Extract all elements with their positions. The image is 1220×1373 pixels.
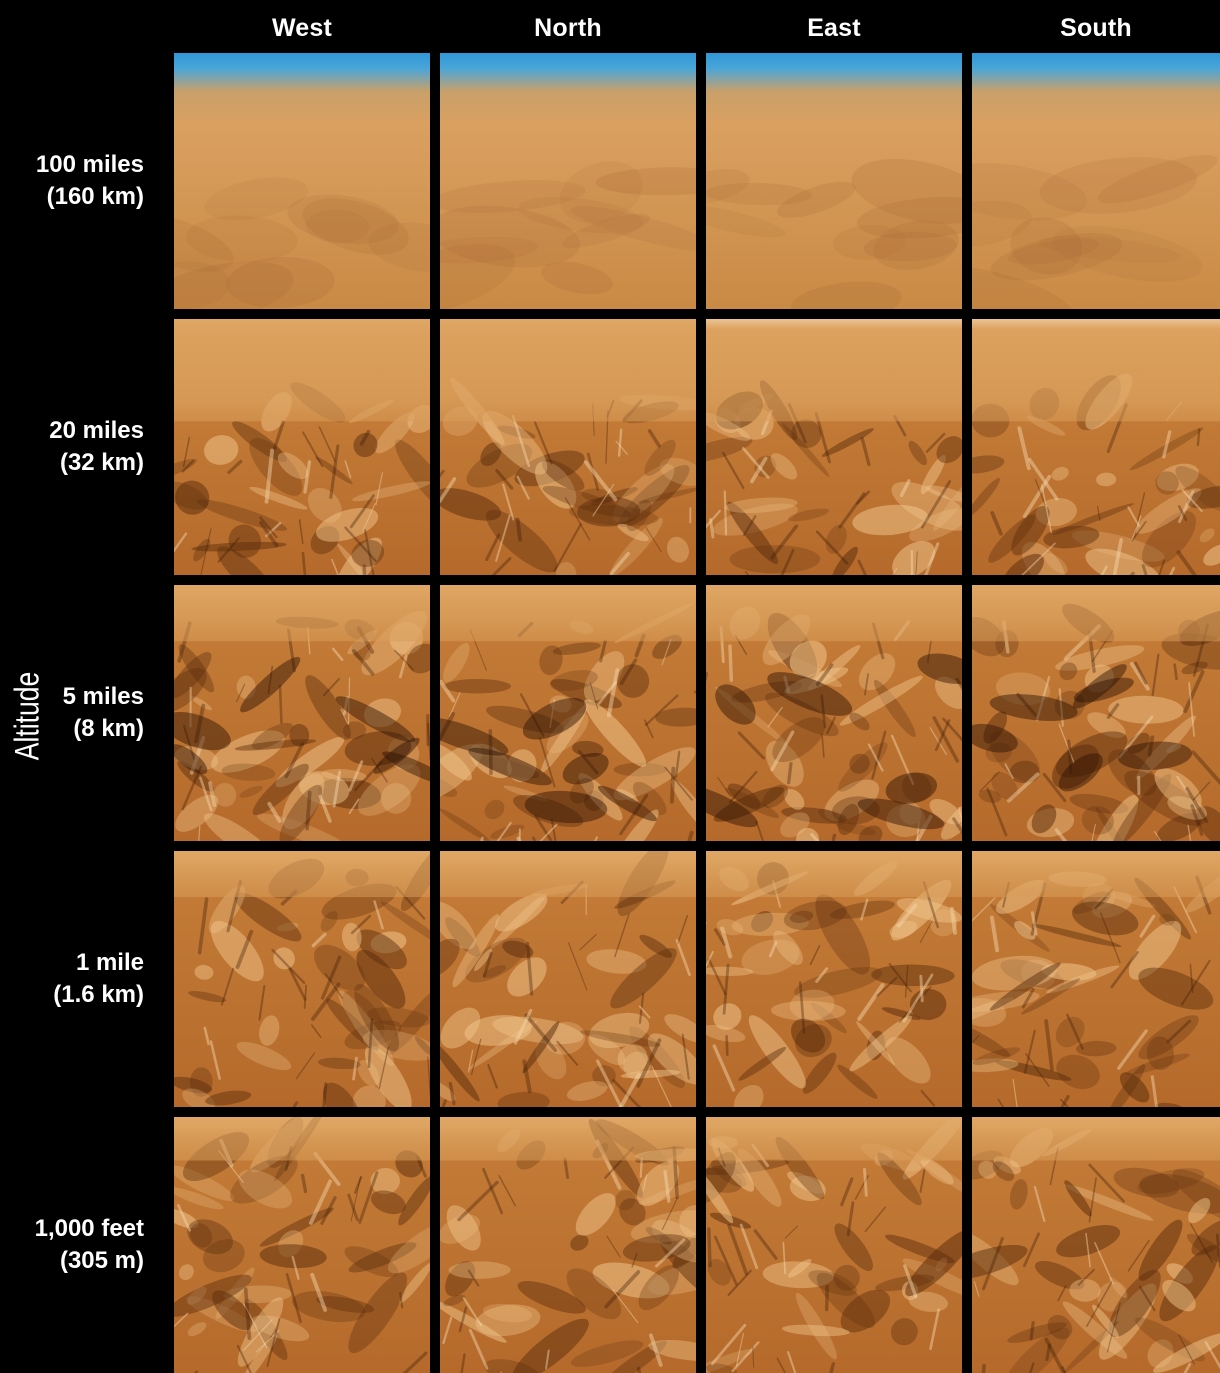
column-header-north: North <box>440 10 696 46</box>
terrain-image <box>440 1117 696 1373</box>
terrain-image <box>706 585 962 841</box>
row-label-line1: 5 miles <box>0 681 144 713</box>
column-header-west: West <box>174 10 430 46</box>
terrain-image <box>440 319 696 575</box>
terrain-image <box>440 585 696 841</box>
descent-image-tile <box>440 53 696 309</box>
row-label-altitude: 20 miles(32 km) <box>0 415 144 479</box>
row-label-line2: (32 km) <box>0 447 144 479</box>
descent-image-tile <box>706 585 962 841</box>
terrain-image <box>174 1117 430 1373</box>
row-label-altitude: 1,000 feet(305 m) <box>0 1213 144 1277</box>
terrain-image <box>440 851 696 1107</box>
terrain-image <box>706 319 962 575</box>
descent-image-tile <box>174 585 430 841</box>
row-label-line2: (160 km) <box>0 181 144 213</box>
descent-image-tile <box>174 1117 430 1373</box>
terrain-image <box>174 319 430 575</box>
descent-image-tile <box>706 851 962 1107</box>
terrain-image <box>972 585 1220 841</box>
terrain-image <box>706 851 962 1107</box>
descent-image-tile <box>440 851 696 1107</box>
descent-image-tile <box>174 53 430 309</box>
row-label-line1: 100 miles <box>0 149 144 181</box>
terrain-image <box>706 53 962 309</box>
row-label-altitude: 100 miles(160 km) <box>0 149 144 213</box>
row-label-line2: (1.6 km) <box>0 979 144 1011</box>
descent-image-tile <box>174 319 430 575</box>
terrain-image <box>972 53 1220 309</box>
terrain-image <box>174 53 430 309</box>
descent-image-tile <box>440 319 696 575</box>
row-label-altitude: 5 miles(8 km) <box>0 681 144 745</box>
column-header-east: East <box>706 10 962 46</box>
row-label-line1: 1,000 feet <box>0 1213 144 1245</box>
descent-image-tile <box>706 53 962 309</box>
row-label-line2: (305 m) <box>0 1245 144 1277</box>
terrain-image <box>440 53 696 309</box>
descent-image-tile <box>706 1117 962 1373</box>
descent-image-tile <box>440 585 696 841</box>
terrain-image <box>174 585 430 841</box>
terrain-image <box>972 319 1220 575</box>
descent-image-tile <box>440 1117 696 1373</box>
terrain-image <box>972 851 1220 1107</box>
row-label-line2: (8 km) <box>0 713 144 745</box>
column-header-south: South <box>972 10 1220 46</box>
descent-image-tile <box>972 851 1220 1107</box>
row-label-line1: 1 mile <box>0 947 144 979</box>
descent-image-tile <box>972 319 1220 575</box>
terrain-image <box>174 851 430 1107</box>
terrain-image <box>706 1117 962 1373</box>
row-label-altitude: 1 mile(1.6 km) <box>0 947 144 1011</box>
row-label-line1: 20 miles <box>0 415 144 447</box>
descent-image-tile <box>972 53 1220 309</box>
descent-image-tile <box>972 1117 1220 1373</box>
descent-image-tile <box>706 319 962 575</box>
terrain-image <box>972 1117 1220 1373</box>
descent-image-tile <box>174 851 430 1107</box>
descent-image-tile <box>972 585 1220 841</box>
